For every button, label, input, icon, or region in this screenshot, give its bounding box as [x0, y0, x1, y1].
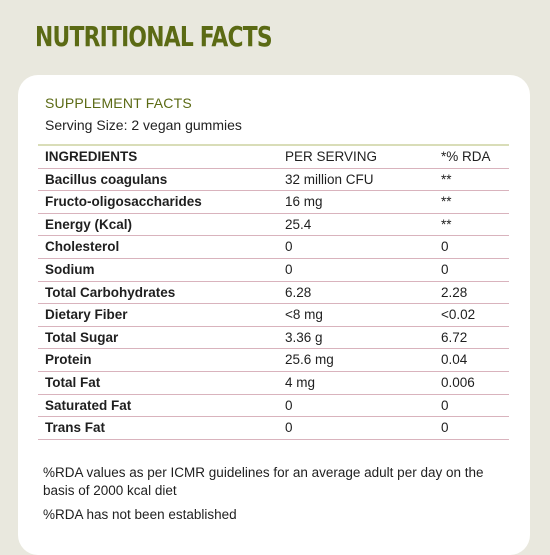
- table-row: Trans Fat 0 0: [38, 417, 509, 440]
- per-serving-value: 0: [285, 261, 293, 277]
- table-row: Total Sugar 3.36 g 6.72: [38, 327, 509, 350]
- rda-not-established-note: %RDA has not been established: [43, 507, 237, 522]
- table-row: Dietary Fiber <8 mg <0.02: [38, 304, 509, 327]
- rda-value: **: [441, 216, 452, 232]
- rda-value: 0: [441, 397, 449, 413]
- rda-footnote: %RDA values as per ICMR guidelines for a…: [43, 465, 484, 498]
- table-row: Saturated Fat 0 0: [38, 395, 509, 418]
- ingredient-name: Bacillus coagulans: [45, 171, 168, 187]
- table-row: Energy (Kcal) 25.4 **: [38, 214, 509, 237]
- table-row: Total Carbohydrates 6.28 2.28: [38, 282, 509, 305]
- ingredient-name: Energy (Kcal): [45, 216, 133, 232]
- rda-value: **: [441, 194, 452, 210]
- header-ingredients: INGREDIENTS: [45, 149, 138, 164]
- ingredient-name: Sodium: [45, 261, 95, 277]
- ingredient-name: Total Sugar: [45, 329, 119, 345]
- rda-value: **: [441, 171, 452, 187]
- table-row: Fructo-oligosaccharides 16 mg **: [38, 191, 509, 214]
- per-serving-value: 4 mg: [285, 374, 316, 390]
- rda-value: 6.72: [441, 329, 468, 345]
- per-serving-value: 6.28: [285, 284, 312, 300]
- per-serving-value: 25.6 mg: [285, 352, 334, 368]
- header-per-serving: PER SERVING: [285, 149, 378, 164]
- per-serving-value: 3.36 g: [285, 329, 323, 345]
- nutrition-table: INGREDIENTS PER SERVING *% RDA Bacillus …: [38, 144, 509, 440]
- supplement-facts-title: SUPPLEMENT FACTS: [45, 95, 192, 111]
- ingredient-name: Cholesterol: [45, 239, 120, 255]
- supplement-facts-card: SUPPLEMENT FACTS Serving Size: 2 vegan g…: [18, 75, 530, 555]
- page-heading: NUTRITIONAL FACTS: [35, 20, 273, 53]
- ingredient-name: Saturated Fat: [45, 397, 132, 413]
- table-row: Total Fat 4 mg 0.006: [38, 372, 509, 395]
- rda-value: 0: [441, 261, 449, 277]
- rda-value: <0.02: [441, 307, 476, 323]
- per-serving-value: 0: [285, 420, 293, 436]
- table-row: Protein 25.6 mg 0.04: [38, 349, 509, 372]
- per-serving-value: <8 mg: [285, 307, 323, 323]
- per-serving-value: 0: [285, 239, 293, 255]
- ingredient-name: Total Carbohydrates: [45, 284, 176, 300]
- rda-value: 2.28: [441, 284, 468, 300]
- ingredient-name: Fructo-oligosaccharides: [45, 194, 202, 210]
- table-row: Bacillus coagulans 32 million CFU **: [38, 169, 509, 192]
- ingredient-name: Trans Fat: [45, 420, 106, 436]
- header-rda: *% RDA: [441, 149, 491, 164]
- per-serving-value: 25.4: [285, 216, 312, 232]
- ingredient-name: Dietary Fiber: [45, 307, 128, 323]
- rda-value: 0.04: [441, 352, 468, 368]
- rda-value: 0: [441, 420, 449, 436]
- ingredient-name: Protein: [45, 352, 92, 368]
- per-serving-value: 16 mg: [285, 194, 323, 210]
- per-serving-value: 32 million CFU: [285, 171, 374, 187]
- per-serving-value: 0: [285, 397, 293, 413]
- table-header-row: INGREDIENTS PER SERVING *% RDA: [38, 146, 509, 169]
- table-row: Cholesterol 0 0: [38, 236, 509, 259]
- rda-value: 0.006: [441, 374, 475, 390]
- ingredient-name: Total Fat: [45, 374, 101, 390]
- rda-value: 0: [441, 239, 449, 255]
- serving-size: Serving Size: 2 vegan gummies: [45, 117, 242, 133]
- table-row: Sodium 0 0: [38, 259, 509, 282]
